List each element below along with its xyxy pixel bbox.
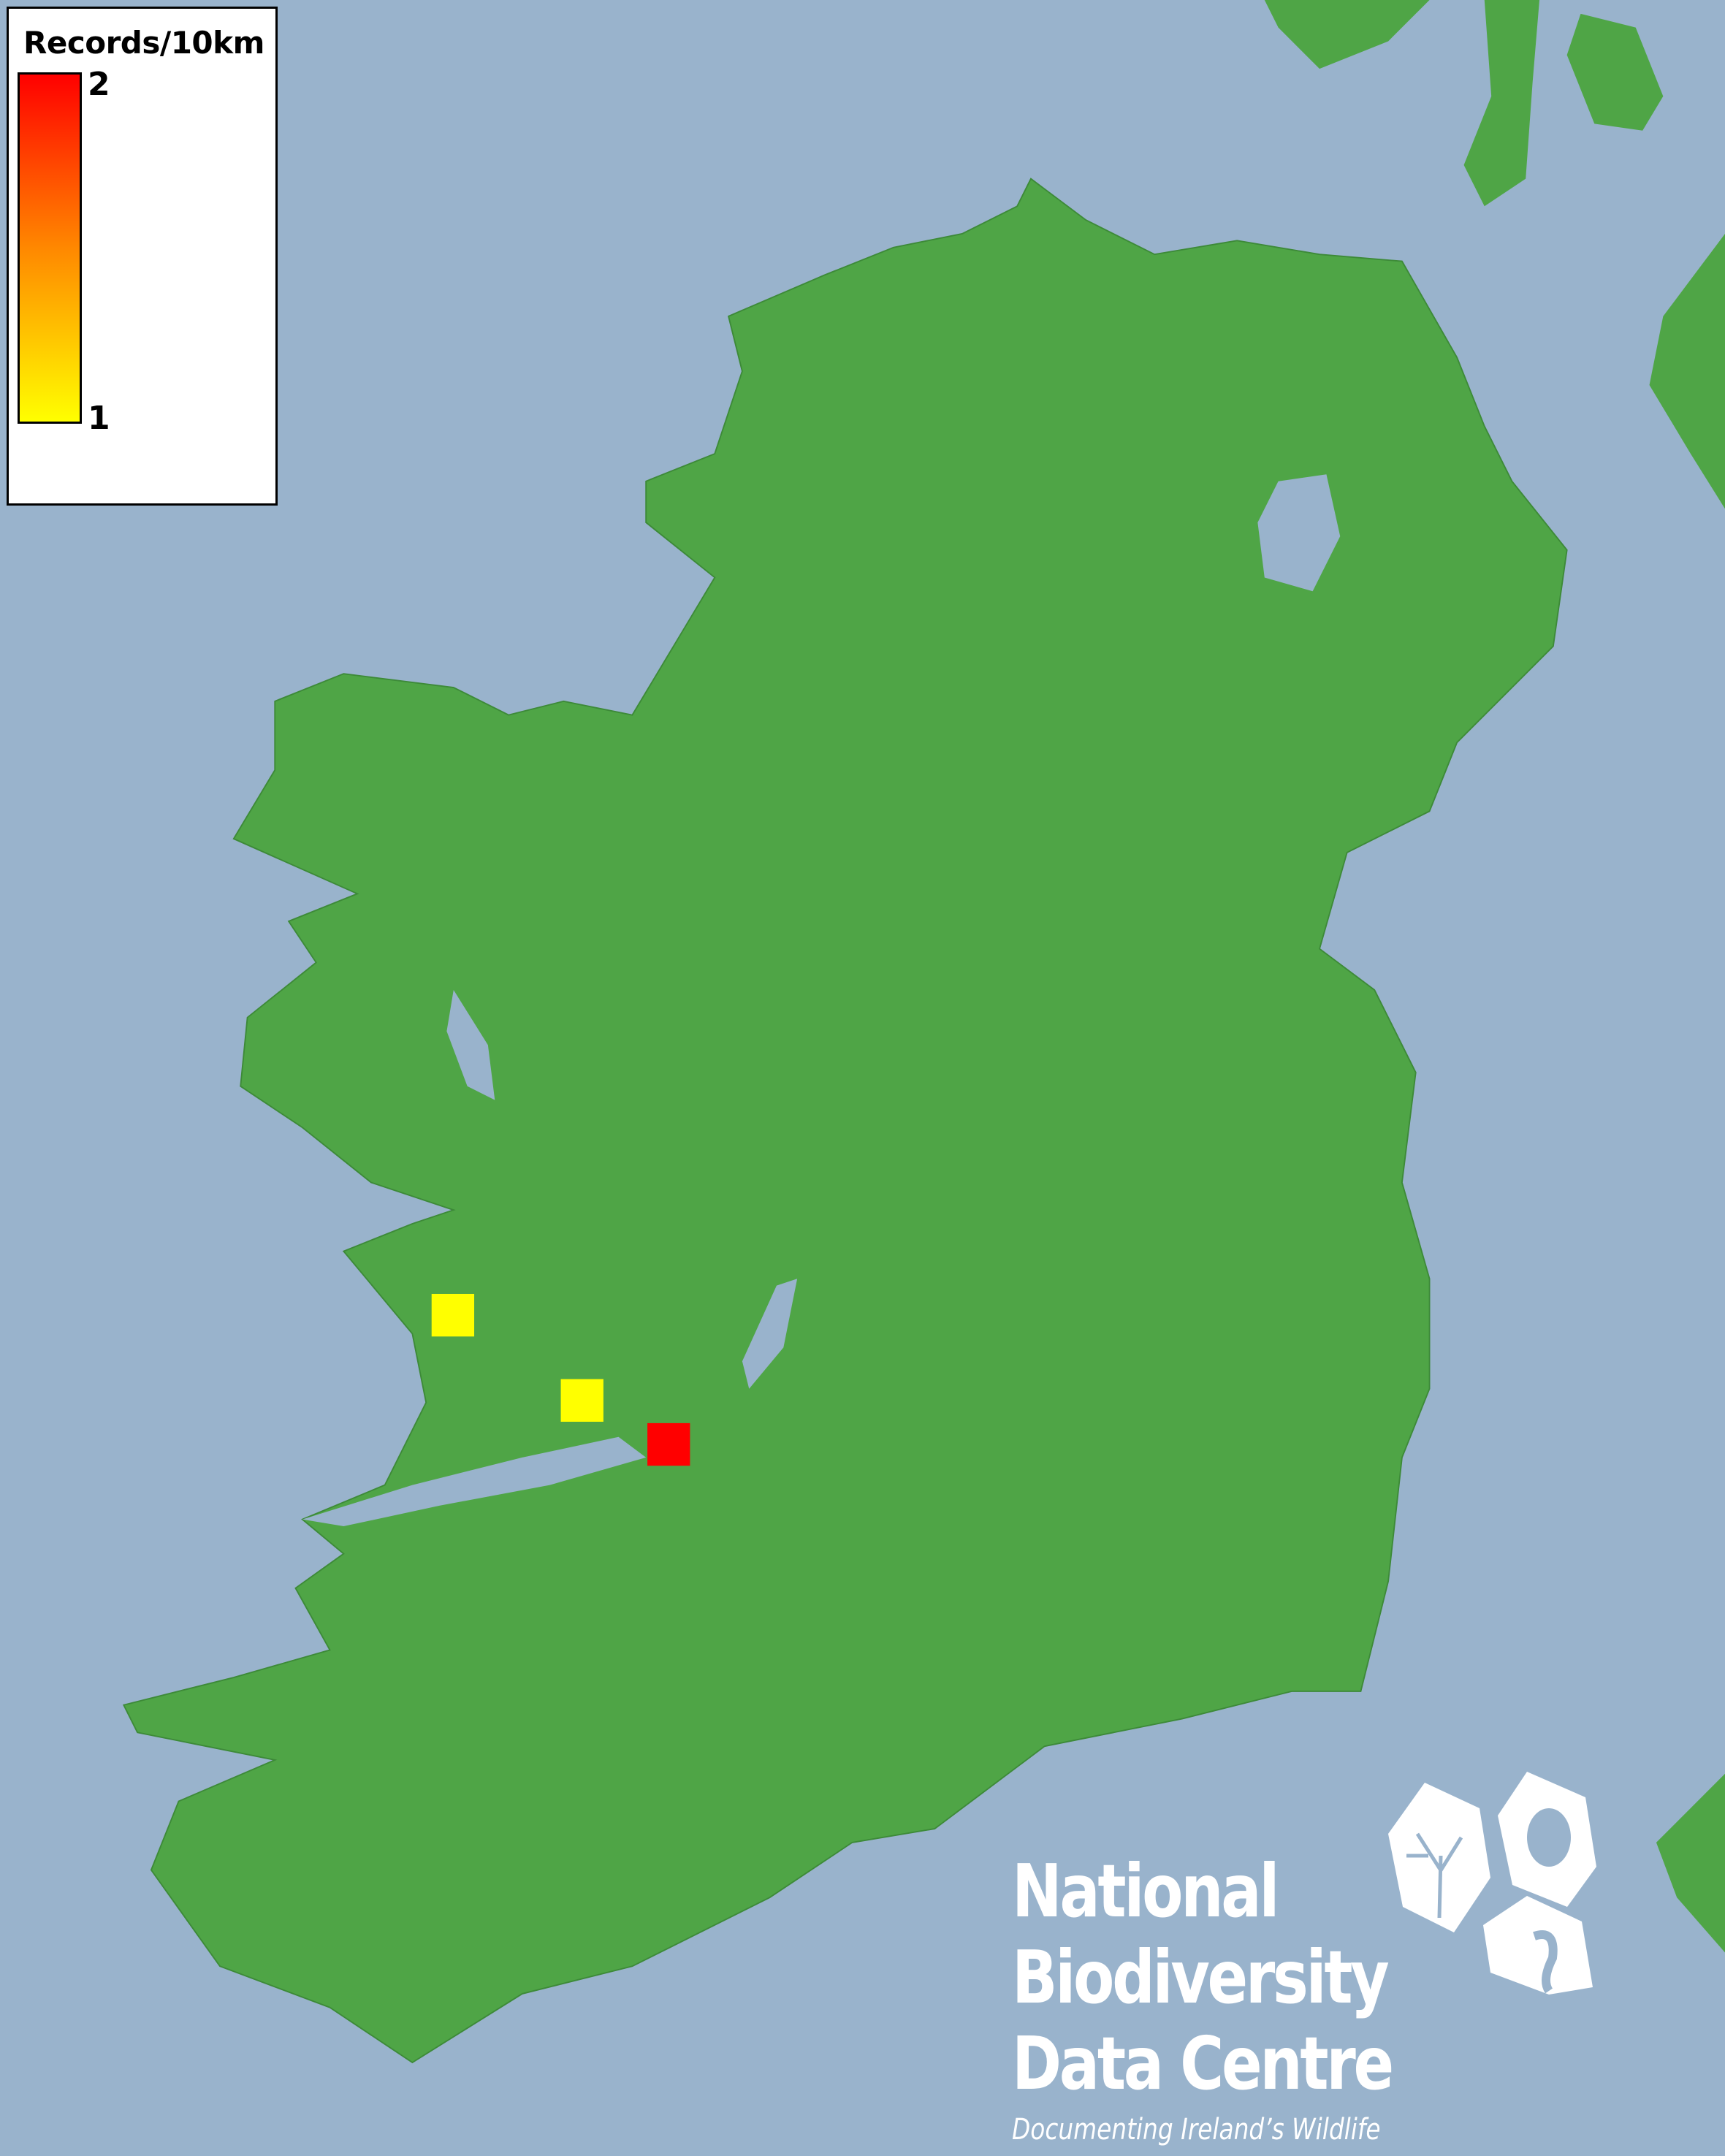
- logo-line-1: National: [1012, 1848, 1279, 1934]
- scotland-island: [1463, 0, 1540, 207]
- record-square[interactable]: [560, 1379, 603, 1422]
- seahorse-hexagon-icon: [1483, 1896, 1593, 1995]
- scotland-coast: [1649, 233, 1725, 509]
- shannon-estuary: [302, 1436, 647, 1527]
- logo-tagline: Documenting Ireland’s Wildlife: [1012, 2113, 1381, 2147]
- butterfly-icon: [1527, 1808, 1571, 1867]
- ireland-landmass: [122, 178, 1568, 2064]
- scotland-island: [1566, 13, 1664, 131]
- seahorse-icon: [1533, 1930, 1558, 1994]
- logo-line-3: Data Centre: [1012, 2021, 1394, 2106]
- legend-colorbar: [18, 72, 82, 424]
- lough-corrib: [446, 990, 495, 1100]
- legend: Records/10km 2 1: [7, 7, 278, 506]
- record-square[interactable]: [647, 1422, 690, 1466]
- scotland-island: [1264, 0, 1430, 69]
- wales-coast: [1656, 1773, 1725, 1953]
- logo-line-2: Biodiversity: [1012, 1935, 1390, 2020]
- legend-title: Records/10km: [23, 25, 264, 61]
- nbdc-logo: National Biodiversity Data Centre Docume…: [1012, 1848, 1475, 2147]
- legend-max-label: 2: [88, 66, 110, 103]
- legend-min-label: 1: [88, 400, 110, 437]
- tree-icon: [1406, 1832, 1463, 1919]
- logo-hexagons-icon: [1388, 1772, 1596, 1995]
- record-square[interactable]: [431, 1293, 475, 1337]
- lough-derg: [742, 1279, 798, 1389]
- lough-neagh: [1257, 474, 1341, 592]
